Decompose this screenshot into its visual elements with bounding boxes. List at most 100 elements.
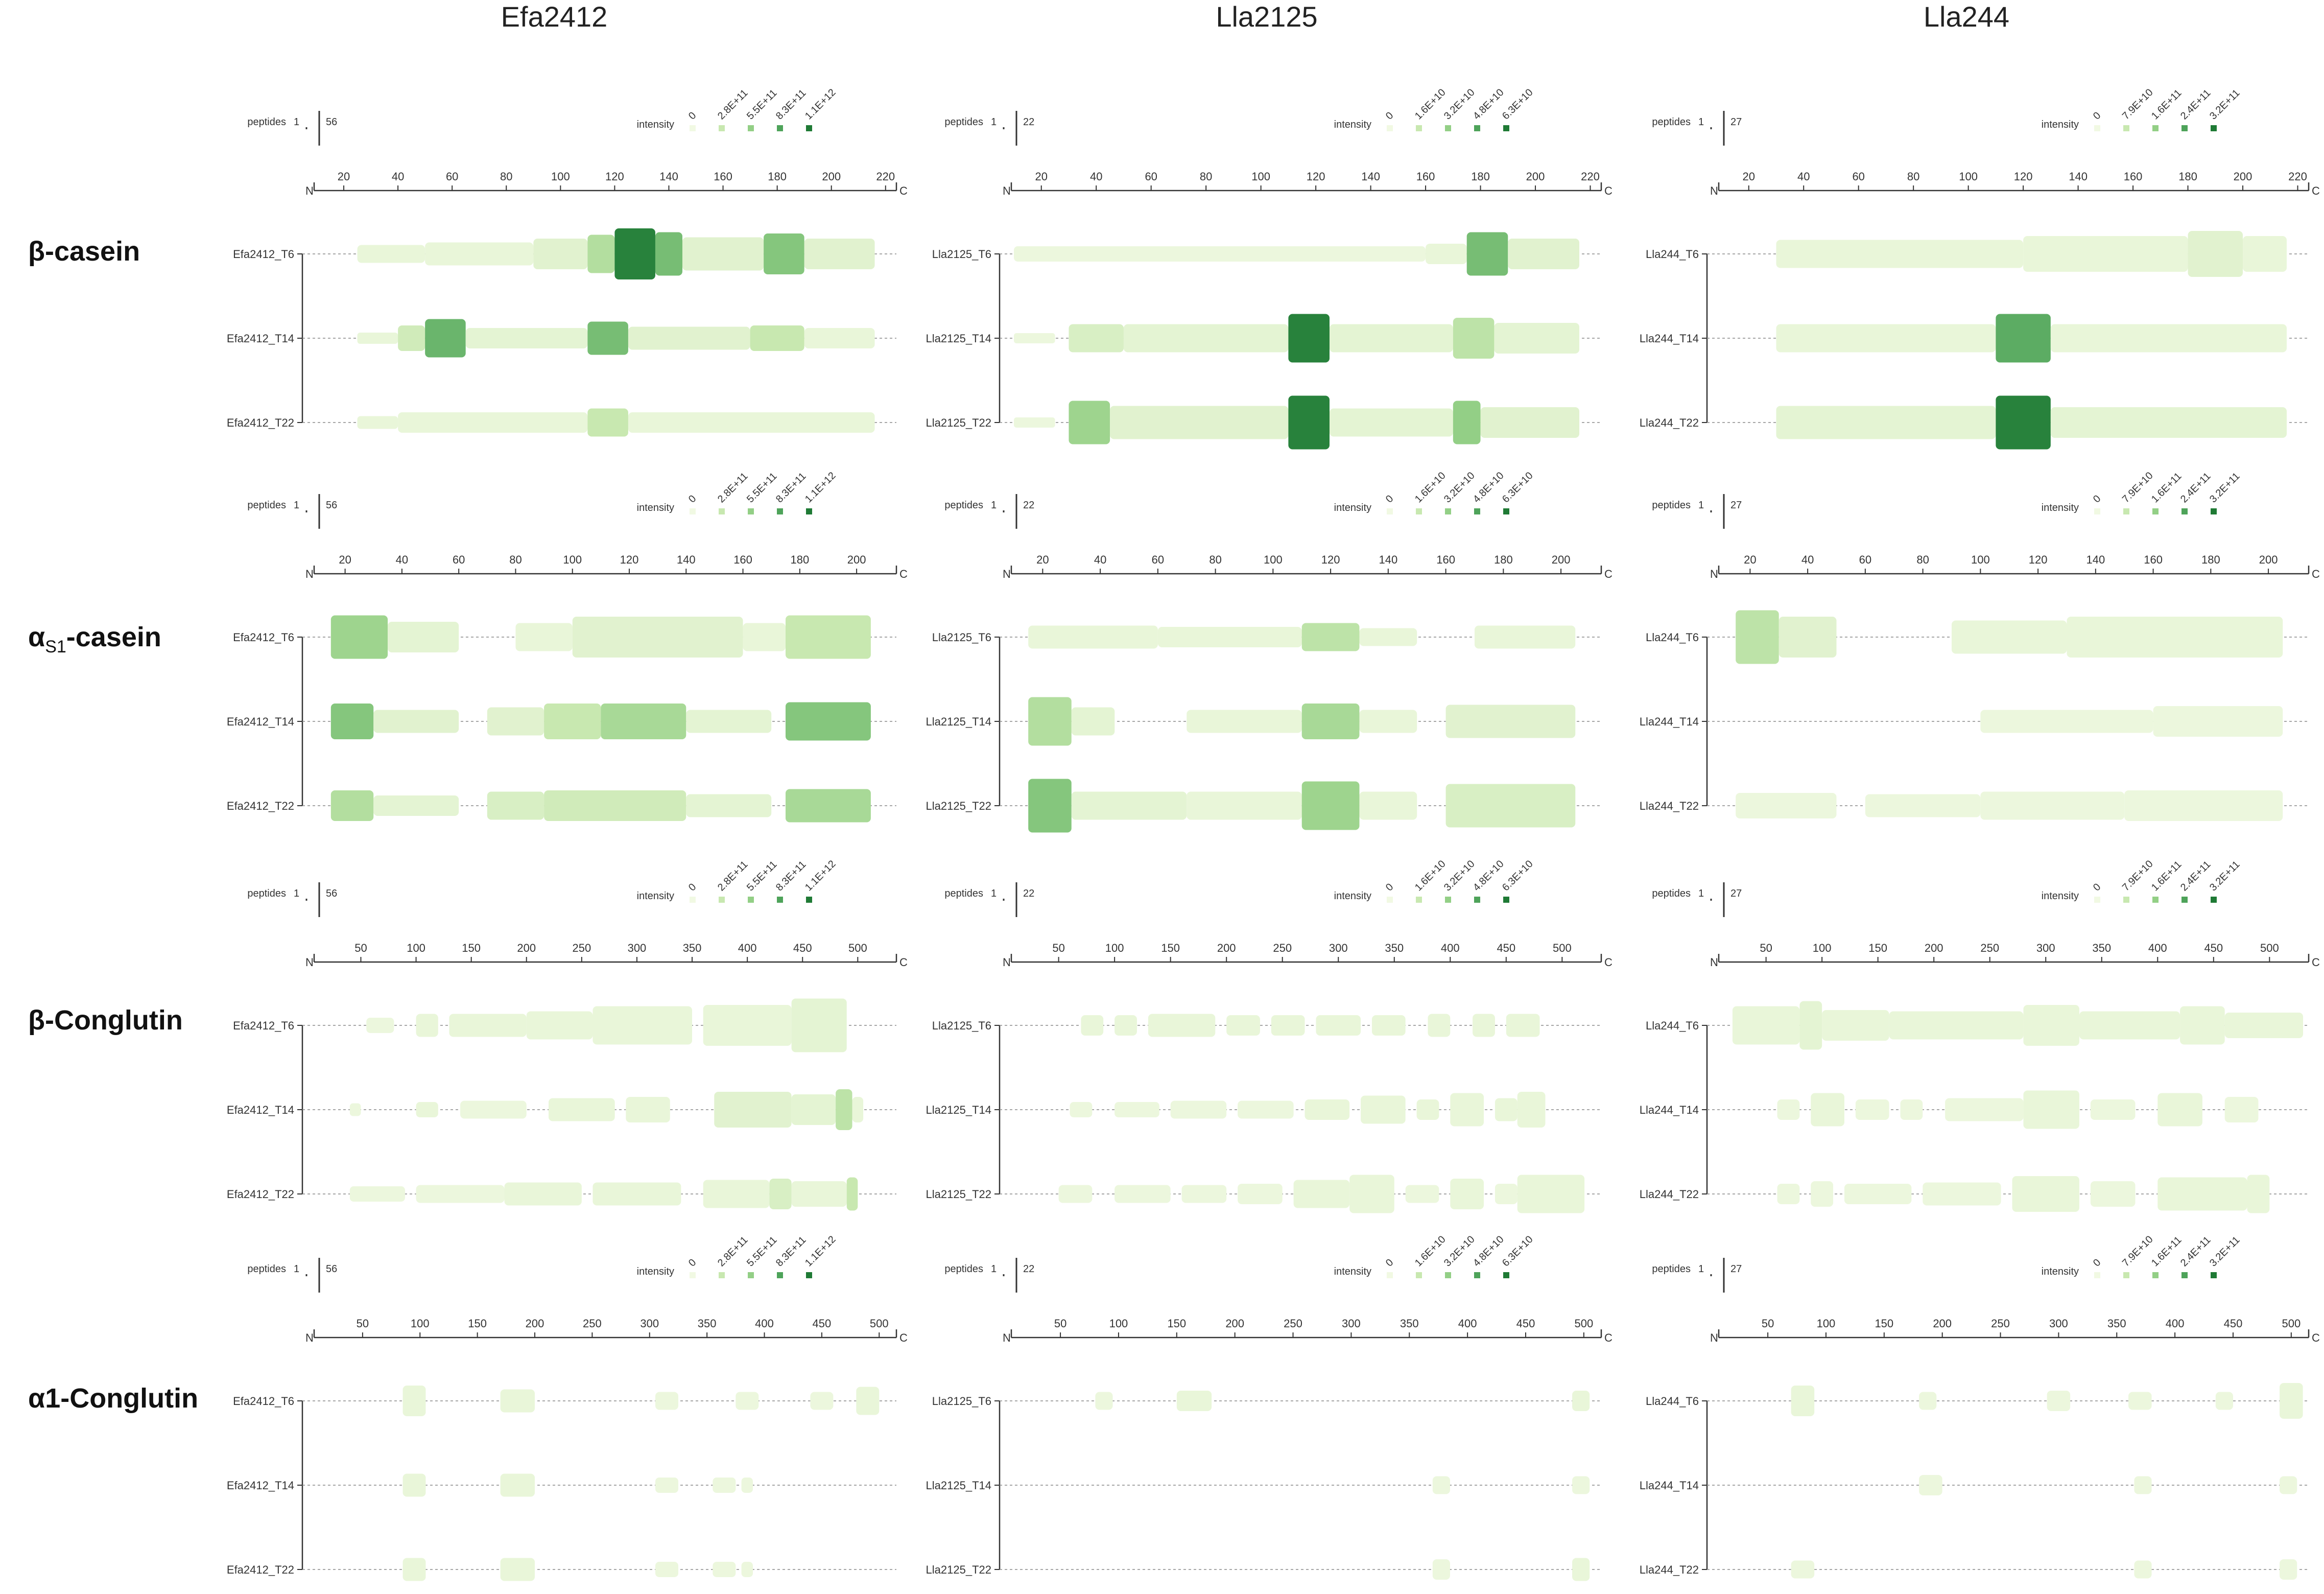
peptide-segment	[357, 416, 398, 429]
legend-intensity-swatch	[2123, 1272, 2129, 1278]
track-label: Lla244_T22	[1640, 1563, 1699, 1576]
axis-c-label: C	[2312, 1331, 2320, 1344]
peptide-segment	[1305, 1099, 1350, 1120]
peptide-segment	[1070, 1102, 1093, 1117]
legend-intensity-tick: 2.8E+11	[716, 1234, 750, 1269]
legend-intensity-tick: 4.8E+10	[1471, 470, 1506, 505]
peptide-segment	[587, 235, 615, 273]
peptide-segment	[500, 1558, 535, 1581]
axis-n-label: N	[1003, 1331, 1011, 1344]
axis-tick-label: 350	[698, 1317, 717, 1330]
axis-tick-label: 100	[1959, 170, 1978, 183]
peptide-segment	[349, 1186, 405, 1202]
axis-tick-label: 50	[354, 942, 367, 954]
peptide-segment	[1187, 710, 1302, 733]
peptide-segment	[1014, 333, 1055, 343]
axis-n-label: N	[1003, 184, 1011, 197]
peptide-segment	[1791, 1560, 1815, 1579]
legend-peptides-max: 56	[326, 1263, 337, 1275]
legend-intensity-label: intensity	[1334, 890, 1371, 902]
axis-tick-label: 100	[1109, 1317, 1128, 1330]
peptide-segment	[713, 1562, 736, 1577]
axis-tick-label: 500	[2260, 942, 2279, 954]
legend-intensity-swatch	[777, 508, 783, 514]
axis-tick-label: 250	[1980, 942, 1999, 954]
axis-tick-label: 350	[1400, 1317, 1419, 1330]
legend-intensity-tick: 0	[2091, 1257, 2103, 1269]
peptide-segment	[601, 704, 686, 739]
legend-intensity-tick: 3.2E+10	[1442, 1234, 1477, 1269]
axis-tick-label: 100	[551, 170, 570, 183]
legend-peptides-max: 56	[326, 500, 337, 511]
peptide-segment	[2243, 236, 2287, 272]
legend-intensity-label: intensity	[1334, 1266, 1371, 1277]
legend-intensity-tick: 1.6E+10	[1413, 858, 1448, 894]
row-label: β-Conglutin	[28, 1005, 183, 1036]
legend-intensity-swatch	[2094, 508, 2100, 514]
axis-tick-label: 350	[1385, 942, 1404, 954]
legend-intensity-swatch	[2123, 897, 2129, 903]
axis-tick-label: 120	[1321, 553, 1340, 566]
legend-peptides-label: peptides	[944, 116, 983, 128]
axis-tick-label: 350	[2092, 942, 2111, 954]
legend-intensity-swatch	[1416, 1272, 1422, 1278]
axis-n-label: N	[1710, 1331, 1718, 1344]
axis-tick-label: 80	[1907, 170, 1919, 183]
peptide-segment	[764, 233, 804, 274]
legend-peptides-max: 22	[1023, 500, 1034, 511]
legend-intensity-swatch	[1387, 1272, 1393, 1278]
peptide-segment	[1301, 704, 1360, 739]
peptide-segment	[1517, 1175, 1585, 1213]
axis-tick-label: 200	[1217, 942, 1236, 954]
peptide-segment	[2023, 1005, 2079, 1046]
axis-c-label: C	[1604, 956, 1612, 969]
peptide-segment	[330, 790, 374, 821]
peptide-segment	[1517, 1092, 1546, 1128]
legend-intensity-swatch	[1503, 125, 1509, 131]
legend-intensity-swatch	[2211, 1272, 2217, 1278]
axis-tick-label: 100	[1817, 1317, 1836, 1330]
peptide-segment	[349, 1103, 361, 1116]
peptide-segment	[1945, 1098, 2024, 1121]
peptide-segment	[2047, 1391, 2071, 1411]
track-label: Lla244_T14	[1640, 715, 1699, 728]
axis-tick-label: 450	[2204, 942, 2223, 954]
peptide-segment	[1187, 791, 1302, 820]
axis-tick-label: 20	[1744, 553, 1756, 566]
track-label: Efa2412_T14	[227, 715, 294, 728]
peptide-segment	[1069, 401, 1110, 444]
peptide-segment	[713, 1478, 736, 1493]
legend-intensity-tick: 1.1E+12	[803, 470, 838, 505]
axis-tick-label: 450	[813, 1317, 832, 1330]
axis-tick-label: 500	[2282, 1317, 2301, 1330]
peptide-segment	[791, 1181, 847, 1207]
peptide-segment	[1426, 244, 1467, 264]
legend-intensity-swatch	[719, 508, 725, 514]
peptide-segment	[592, 1006, 693, 1045]
peptide-segment	[703, 1180, 770, 1208]
peptide-segment	[2012, 1176, 2079, 1212]
peptide-segment	[373, 710, 459, 733]
axis-c-label: C	[899, 184, 908, 197]
axis-tick-label: 300	[2049, 1317, 2068, 1330]
legend-intensity-swatch	[690, 1272, 696, 1278]
track-label: Efa2412_T14	[227, 1104, 294, 1116]
peptide-segment	[626, 1097, 670, 1122]
peptide-segment	[1329, 408, 1453, 437]
track-label: Lla2125_T14	[926, 715, 991, 728]
axis-tick-label: 200	[1933, 1317, 1952, 1330]
legend-intensity-swatch	[2181, 1272, 2188, 1278]
legend-intensity-swatch	[1474, 125, 1480, 131]
axis-n-label: N	[1003, 568, 1011, 580]
peptide-segment	[1110, 406, 1289, 439]
axis-tick-label: 60	[1145, 170, 1157, 183]
track-label: Efa2412_T6	[233, 248, 294, 261]
legend-intensity-tick: 5.5E+11	[745, 471, 779, 505]
peptide-segment	[1776, 406, 1996, 439]
peptide-segment	[791, 998, 847, 1052]
axis-tick-label: 100	[411, 1317, 430, 1330]
axis-tick-label: 140	[2069, 170, 2088, 183]
axis-tick-label: 140	[1379, 553, 1397, 566]
legend-peptides-label: peptides	[1652, 500, 1691, 511]
